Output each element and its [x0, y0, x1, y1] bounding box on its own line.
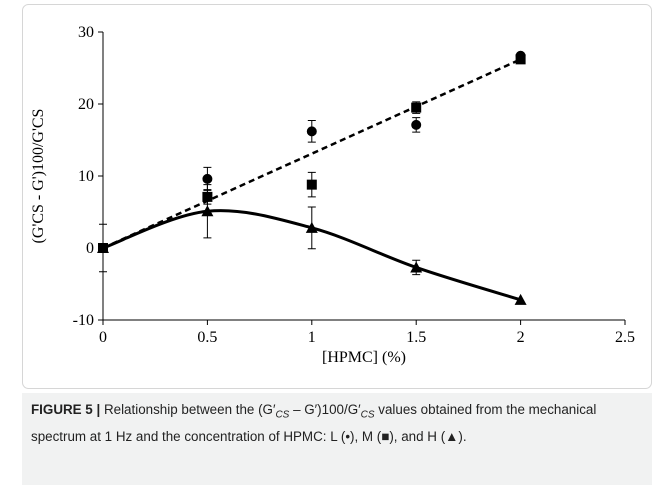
y-axis-label: (G'CS - G')100/G'CS: [30, 109, 47, 244]
marker-circle: [411, 119, 422, 130]
y-tick-label: 10: [78, 168, 94, 185]
x-axis-label: [HPMC] (%): [322, 349, 406, 366]
x-tick-label: 2.5: [615, 329, 635, 346]
caption-label: FIGURE 5 |: [31, 402, 101, 417]
caption: FIGURE 5 | Relationship between the (G′C…: [22, 393, 652, 485]
caption-text: – G′)100/G′: [289, 402, 361, 417]
caption-subscript: CS: [275, 409, 290, 421]
y-tick-label: 30: [78, 24, 94, 41]
x-tick-label: 0.5: [197, 329, 217, 346]
figure-frame: [22, 4, 652, 389]
marker-triangle: [305, 221, 318, 233]
marker-circle: [202, 173, 213, 184]
x-tick-label: 0: [99, 329, 107, 346]
chart: [HPMC] (%) (G'CS - G')100/G'CS -10010203…: [22, 4, 652, 389]
marker-triangle: [201, 205, 214, 217]
marker-square: [515, 54, 526, 65]
marker-triangle: [514, 293, 527, 305]
trend-line: [102, 58, 522, 250]
caption-text: Relationship between the (G′: [103, 402, 276, 417]
marker-triangle: [410, 261, 423, 273]
x-tick-label: 1.5: [406, 329, 426, 346]
y-tick-label: 20: [78, 96, 94, 113]
marker-circle: [306, 126, 317, 137]
x-tick-label: 1: [308, 329, 316, 346]
x-tick-label: 2: [517, 329, 525, 346]
y-tick-label: -10: [73, 312, 94, 329]
marker-square: [306, 179, 317, 190]
caption-subscript: CS: [360, 409, 375, 421]
y-tick-label: 0: [86, 240, 94, 257]
marker-triangle: [97, 242, 109, 253]
caption-text: values obtained from the mechanical spec…: [31, 402, 597, 444]
marker-square: [411, 102, 422, 113]
